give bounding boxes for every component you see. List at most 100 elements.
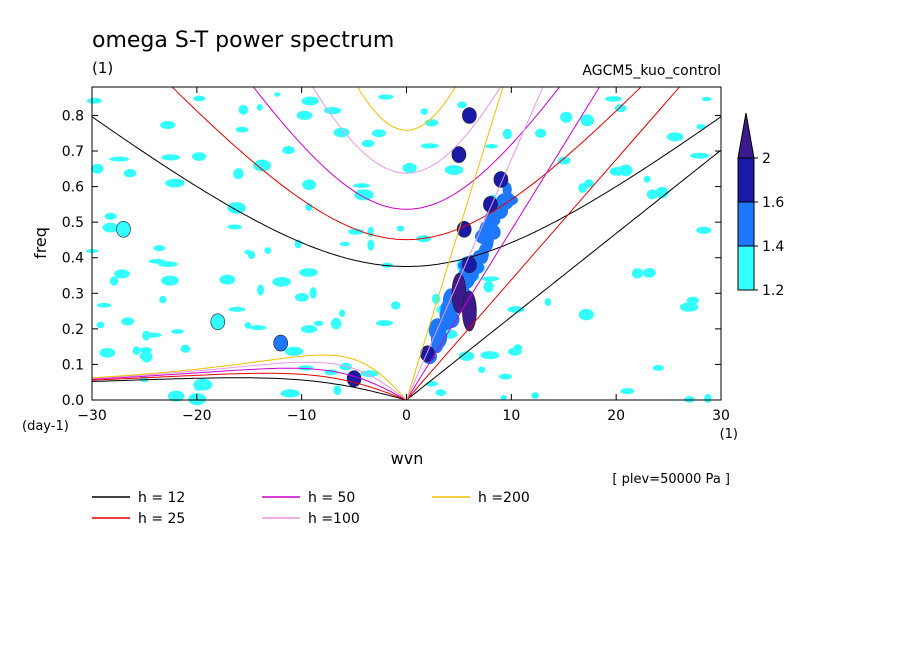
- contour-layer: [85, 92, 712, 406]
- contour-patch: [620, 388, 635, 395]
- contour-patch: [296, 110, 313, 120]
- contour-patch: [441, 314, 452, 331]
- contour-patch: [339, 241, 351, 247]
- contour-patch: [348, 228, 364, 235]
- x-tick-label: −30: [77, 408, 107, 424]
- contour-patch: [696, 226, 712, 234]
- contour-patch: [402, 162, 417, 174]
- y-axis-label: freq: [31, 227, 50, 259]
- colorbar: 2 1.6 1.4 1.2: [737, 112, 784, 299]
- colorbar-segment: [737, 157, 755, 203]
- x-axis-label: wvn: [391, 449, 424, 468]
- contour-patch: [193, 95, 206, 102]
- contour-patch: [235, 126, 249, 133]
- legend-label: h = 12: [138, 490, 185, 506]
- contour-patch: [346, 370, 362, 388]
- contour-patch: [139, 352, 148, 360]
- contour-patch: [233, 168, 244, 180]
- y-tick-label: 0.3: [62, 286, 84, 302]
- contour-patch: [333, 127, 350, 138]
- contour-patch: [249, 325, 267, 331]
- contour-patch: [531, 392, 539, 399]
- contour-patch: [264, 247, 272, 255]
- x-unit-label: (1): [720, 427, 738, 442]
- contour-patch: [420, 108, 428, 115]
- plot-area: −30 −20 −10 0 10 20 30 0.0 0.1 0.2 0.3 0.4 0.5 0.6 0.7…: [62, 86, 730, 424]
- contour-patch: [180, 344, 191, 353]
- contour-patch: [165, 178, 185, 188]
- y-unit-label: (day-1): [22, 419, 69, 434]
- contour-patch: [420, 143, 439, 149]
- colorbar-arrow: [737, 112, 755, 159]
- contour-patch: [272, 277, 291, 287]
- x-tick-label: 0: [402, 408, 411, 424]
- contour-patch: [500, 394, 507, 401]
- x-tick-label: 30: [712, 408, 730, 424]
- contour-patch: [457, 101, 467, 109]
- y-tick-label: 0.0: [62, 393, 84, 409]
- contour-patch: [159, 295, 167, 304]
- chart-subtitle: (1): [92, 59, 113, 77]
- contour-patch: [478, 366, 486, 373]
- contour-patch: [462, 107, 477, 124]
- contour-patch: [544, 298, 552, 307]
- contour-patch: [701, 96, 712, 102]
- contour-patch: [171, 329, 184, 334]
- gravity-curve: [311, 87, 502, 174]
- contour-patch: [631, 268, 644, 279]
- contour-patch: [116, 221, 131, 238]
- contour-patch: [557, 156, 571, 165]
- kelvin-curve: [406, 87, 601, 400]
- colorbar-label: 1.4: [762, 239, 784, 255]
- contour-patch: [378, 94, 394, 100]
- contour-patch: [87, 97, 102, 104]
- contour-patch: [257, 284, 264, 296]
- y-tick-label: 0.6: [62, 180, 84, 196]
- contour-patch: [655, 186, 669, 199]
- contour-patch: [609, 167, 626, 176]
- contour-patch: [227, 224, 242, 230]
- contour-patch: [444, 165, 464, 175]
- contour-patch: [298, 365, 314, 371]
- contour-patch: [652, 365, 664, 371]
- y-tick-label: 0.7: [62, 144, 84, 160]
- contour-patch: [313, 320, 324, 326]
- dispersion-curves: [92, 87, 721, 400]
- kelvin-curve: [406, 87, 681, 400]
- contour-patch: [123, 169, 137, 178]
- contour-patch: [300, 325, 318, 334]
- contour-patch: [104, 212, 117, 220]
- contour-patch: [323, 107, 342, 115]
- colorbar-segment: [737, 201, 755, 247]
- contour-patch: [295, 293, 309, 302]
- contour-patch: [642, 268, 656, 278]
- contour-patch: [227, 202, 246, 214]
- colorbar-label: 1.2: [762, 283, 784, 299]
- chart-title: omega S-T power spectrum: [92, 28, 394, 53]
- contour-patch: [273, 334, 289, 352]
- contour-patch: [371, 129, 387, 138]
- contour-patch: [160, 121, 176, 129]
- contour-patch: [605, 96, 622, 102]
- contour-patch: [274, 92, 281, 97]
- contour-patch: [485, 144, 498, 149]
- contour-patch: [309, 287, 317, 299]
- legend-label: h = 25: [138, 511, 185, 527]
- contour-patch: [102, 222, 119, 233]
- contour-patch: [679, 302, 699, 312]
- colorbar-segment: [737, 245, 755, 291]
- contour-patch: [435, 389, 447, 396]
- contour-patch: [244, 249, 252, 255]
- contour-patch: [302, 179, 317, 190]
- contour-patch: [153, 245, 166, 252]
- x-tick-label: 20: [607, 408, 625, 424]
- contour-patch: [354, 189, 374, 201]
- contour-patch: [96, 302, 112, 308]
- contour-patch: [301, 96, 319, 106]
- contour-patch: [462, 290, 477, 332]
- rossby-curve: [92, 372, 407, 400]
- contour-patch: [353, 183, 371, 188]
- contour-patch: [458, 351, 475, 361]
- contour-patch: [333, 385, 342, 396]
- contour-patch: [161, 275, 179, 286]
